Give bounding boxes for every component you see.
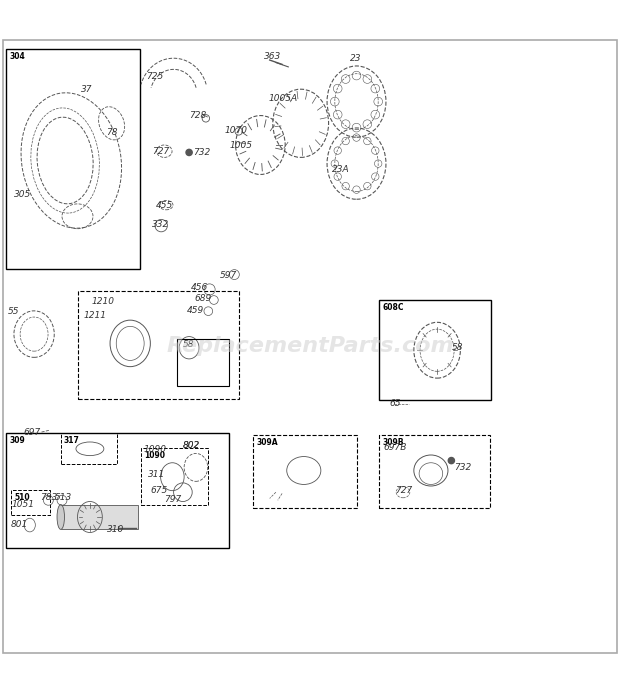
Text: 23A: 23A xyxy=(332,166,349,175)
Text: 608C: 608C xyxy=(383,303,404,312)
Text: 697B: 697B xyxy=(383,443,407,452)
Text: 456: 456 xyxy=(191,283,208,292)
Text: 332: 332 xyxy=(152,220,169,229)
Text: 78: 78 xyxy=(107,128,118,137)
Text: 58: 58 xyxy=(183,340,195,349)
Text: 732: 732 xyxy=(193,148,210,157)
Text: 1211: 1211 xyxy=(84,311,107,320)
Text: 697: 697 xyxy=(23,428,40,437)
Text: 309: 309 xyxy=(9,437,25,446)
Text: 304: 304 xyxy=(9,52,25,61)
Text: 513: 513 xyxy=(55,493,72,502)
Text: 597: 597 xyxy=(220,271,237,280)
Circle shape xyxy=(448,457,454,464)
Text: 65: 65 xyxy=(389,399,401,408)
Text: 728: 728 xyxy=(189,112,206,121)
Text: 727: 727 xyxy=(395,486,412,495)
Text: 727: 727 xyxy=(152,147,169,156)
Bar xyxy=(78,290,239,399)
Text: 510: 510 xyxy=(14,493,30,502)
Ellipse shape xyxy=(57,505,64,529)
Text: 1005: 1005 xyxy=(229,141,252,150)
Bar xyxy=(61,505,138,529)
Text: ReplacementParts.com: ReplacementParts.com xyxy=(166,337,454,356)
Text: 455: 455 xyxy=(156,201,174,210)
Bar xyxy=(379,300,491,401)
Text: 797: 797 xyxy=(164,495,182,504)
Bar xyxy=(6,433,229,548)
Bar xyxy=(253,435,356,508)
Text: 58: 58 xyxy=(451,343,463,352)
Text: 37: 37 xyxy=(81,85,92,94)
Text: 1051: 1051 xyxy=(11,500,34,509)
Text: 1090: 1090 xyxy=(144,450,166,459)
Bar xyxy=(177,339,229,385)
Text: 1090: 1090 xyxy=(144,445,167,454)
Text: 689: 689 xyxy=(194,294,211,303)
Text: 23: 23 xyxy=(350,53,362,62)
Text: 309B: 309B xyxy=(383,438,404,447)
Text: 310: 310 xyxy=(107,525,124,534)
Bar xyxy=(61,433,117,464)
Bar xyxy=(141,448,208,505)
Text: 801: 801 xyxy=(11,520,29,529)
Bar xyxy=(6,49,140,269)
Circle shape xyxy=(186,149,192,155)
Text: 311: 311 xyxy=(148,471,165,480)
Text: 309A: 309A xyxy=(256,438,278,447)
Text: 802: 802 xyxy=(183,441,200,450)
Bar xyxy=(11,491,50,515)
Text: 675: 675 xyxy=(151,486,168,495)
Text: 1210: 1210 xyxy=(92,297,115,306)
Text: 363: 363 xyxy=(264,52,281,61)
Text: 1005A: 1005A xyxy=(268,94,298,103)
Text: 783: 783 xyxy=(40,493,58,502)
Text: 725: 725 xyxy=(146,72,163,81)
Text: 317: 317 xyxy=(64,437,80,446)
Text: 459: 459 xyxy=(187,306,205,315)
Text: 55: 55 xyxy=(8,307,20,315)
Text: 732: 732 xyxy=(454,463,471,472)
Bar xyxy=(379,435,490,508)
Text: 802: 802 xyxy=(183,441,200,450)
Text: 1070: 1070 xyxy=(225,126,248,135)
Text: 305: 305 xyxy=(14,190,31,199)
